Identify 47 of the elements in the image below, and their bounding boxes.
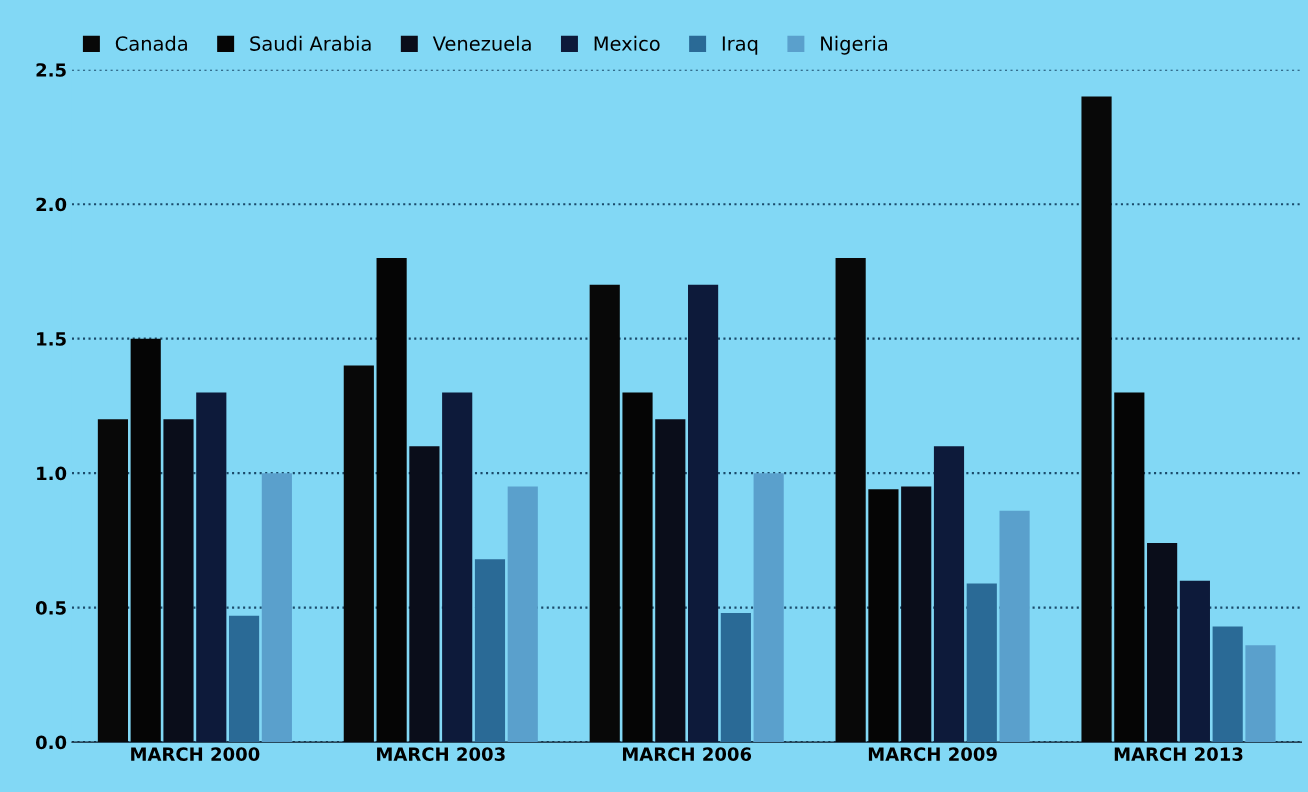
y-tick-label: 1.5 [37, 332, 66, 346]
bar [442, 392, 473, 743]
bar [933, 446, 965, 743]
x-tick-label: MARCH 2006 [622, 747, 752, 761]
bar [1114, 392, 1145, 743]
bar [720, 613, 751, 743]
y-tick-label: 2.5 [36, 63, 66, 77]
bar [1245, 645, 1276, 743]
x-tick-label: MARCH 2003 [377, 747, 505, 761]
bar [688, 284, 719, 743]
bar [261, 473, 292, 743]
bar [228, 615, 260, 743]
bar [1147, 543, 1178, 743]
bar [507, 486, 538, 743]
bar [1179, 580, 1210, 743]
bar [163, 419, 194, 743]
bar [868, 489, 899, 743]
bar [409, 446, 440, 743]
bar [753, 473, 784, 743]
y-tick-label: 0.5 [35, 601, 66, 615]
bar [589, 284, 620, 743]
y-tick-label: 0.0 [35, 735, 67, 750]
legend-label: Nigeria [821, 35, 888, 55]
legend-label: Saudi Arabia [250, 35, 371, 51]
y-tick-label: 2.0 [36, 197, 67, 212]
bar [1081, 96, 1112, 743]
bar [196, 392, 227, 743]
bar [622, 392, 653, 743]
x-tick-label: MARCH 2009 [868, 747, 997, 761]
bar [835, 257, 866, 743]
legend-label: Mexico [594, 35, 660, 51]
bar [97, 419, 129, 743]
legend-label: Venezuela [432, 35, 531, 51]
bar [999, 510, 1030, 743]
y-tick-label: 1.0 [37, 466, 67, 481]
legend-label: Canada [115, 35, 187, 51]
legend-label: Iraq [722, 36, 758, 55]
bar [966, 583, 997, 743]
bar [130, 338, 161, 743]
bar [376, 257, 407, 743]
bar [655, 419, 686, 743]
x-tick-label: MARCH 2000 [131, 747, 260, 761]
bar [901, 486, 932, 743]
bar [1212, 626, 1243, 743]
bar [343, 365, 374, 743]
bar [474, 559, 506, 743]
x-tick-label: MARCH 2013 [1114, 747, 1243, 761]
